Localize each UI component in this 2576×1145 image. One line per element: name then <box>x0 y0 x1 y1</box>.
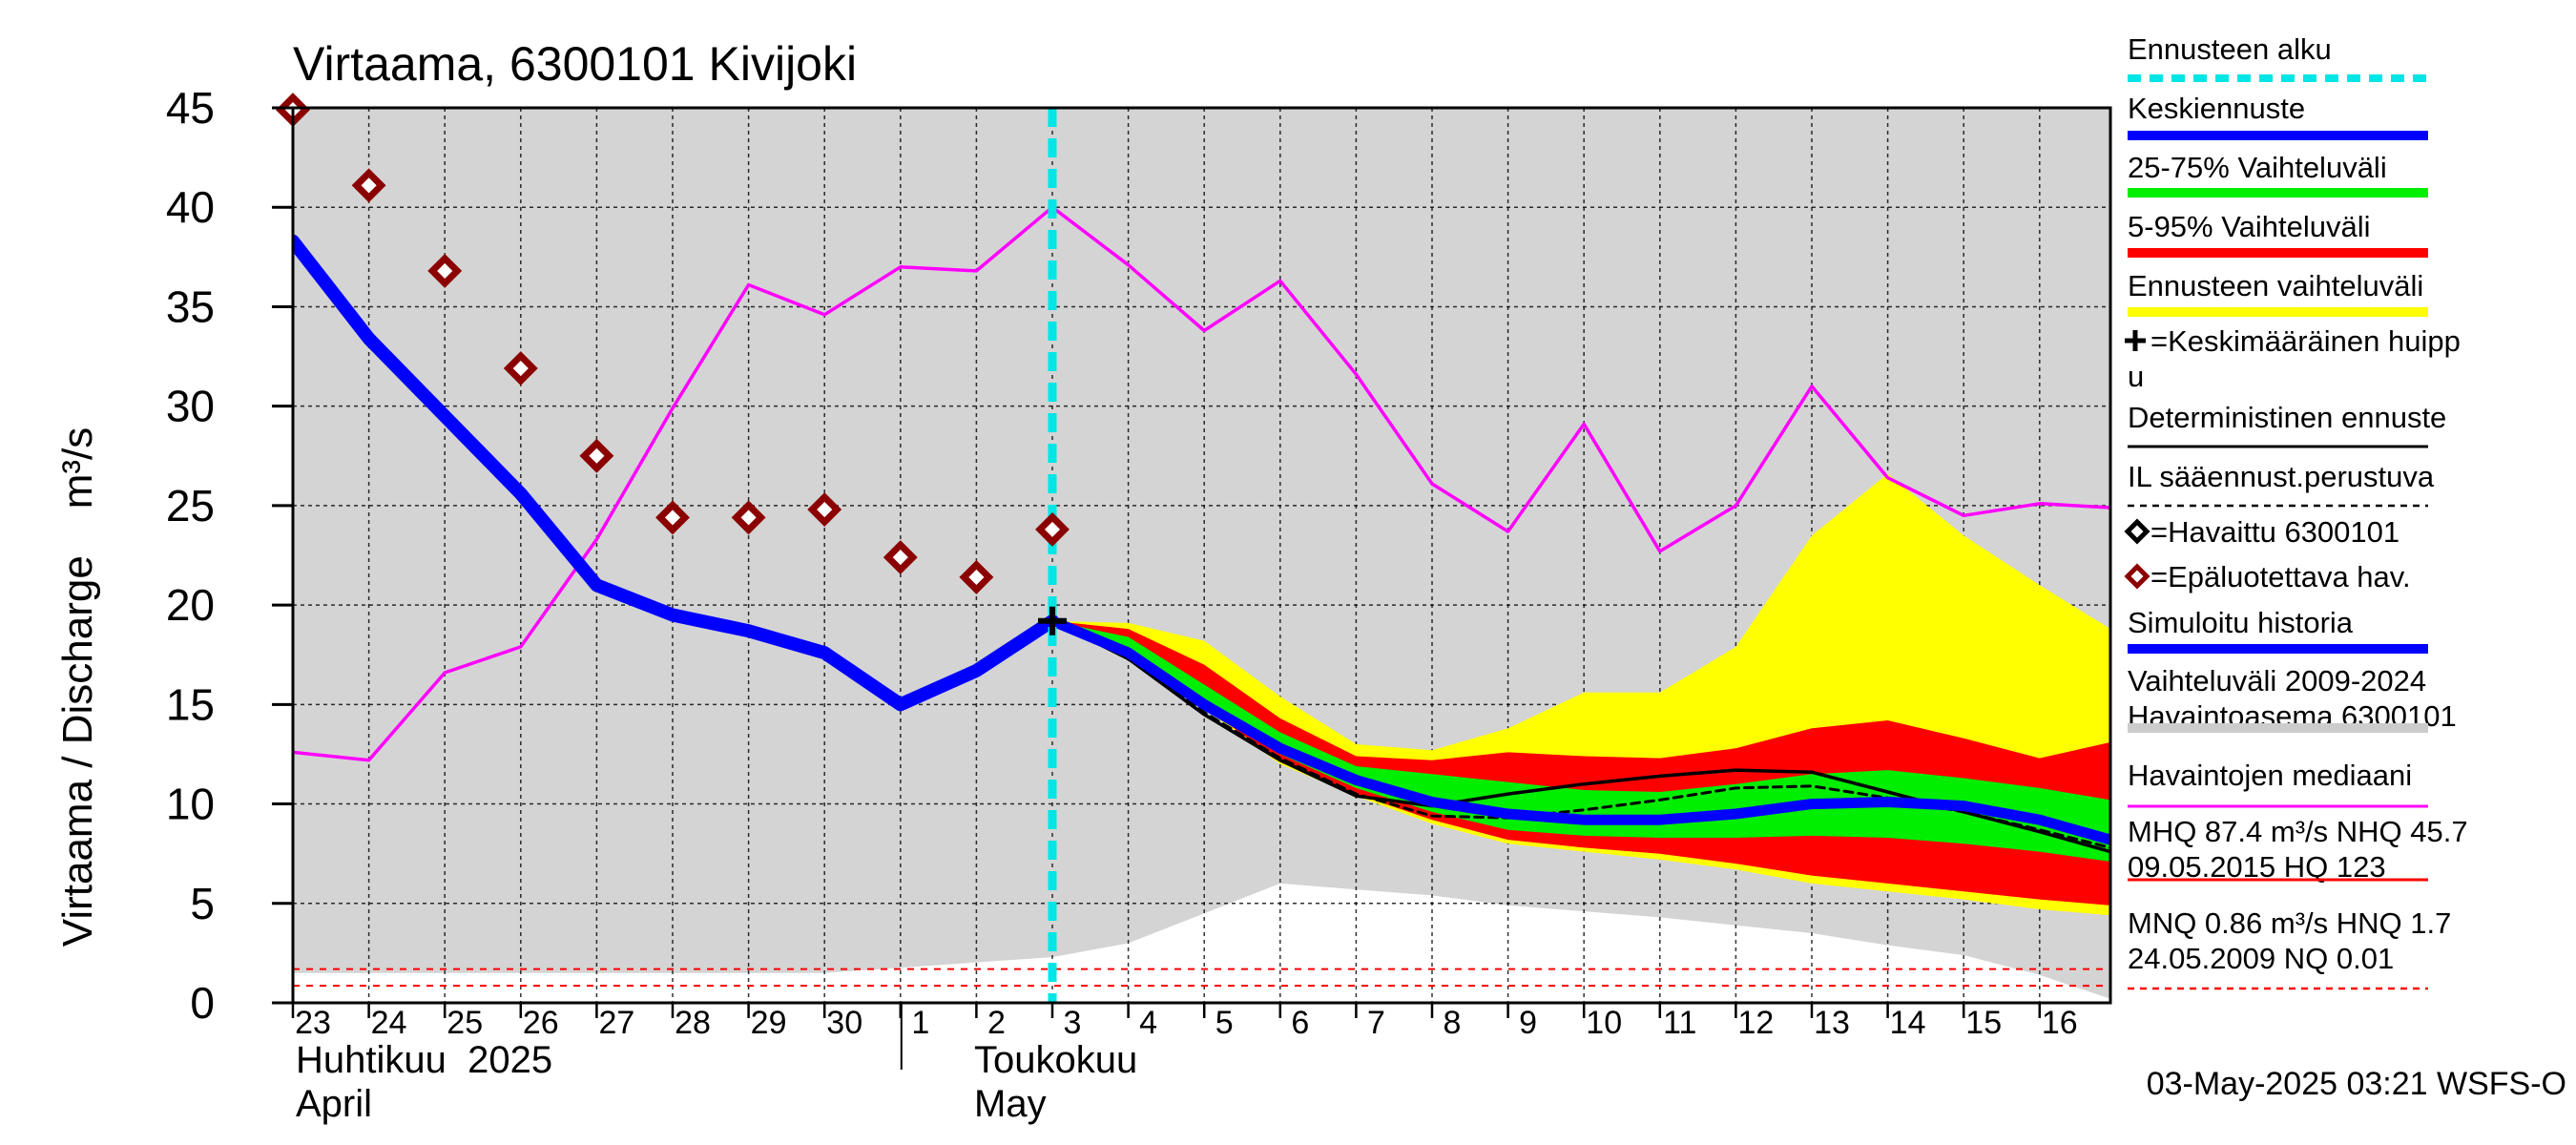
x-tick-label: 10 <box>1586 1005 1622 1041</box>
series-observation-median <box>293 205 2110 762</box>
legend-label: Vaihteluväli 2009-2024 <box>2128 664 2426 697</box>
observed-point <box>807 492 842 528</box>
legend-plus-marker <box>2125 330 2146 351</box>
timestamp-footer: 03-May-2025 03:21 WSFS-O <box>2147 1066 2566 1102</box>
observed-point <box>503 351 538 386</box>
month-label-fi-1: Toukokuu <box>974 1039 1137 1081</box>
y-tick-label: 35 <box>166 281 215 331</box>
x-tick-label: 3 <box>1064 1005 1082 1041</box>
x-tick-label: 2 <box>987 1005 1006 1041</box>
legend-label: MNQ 0.86 m³/s HNQ 1.7 <box>2128 906 2451 940</box>
legend-label: Havaintojen mediaani <box>2128 759 2412 792</box>
x-tick-label: 12 <box>1737 1005 1774 1041</box>
x-tick-label: 28 <box>675 1005 711 1041</box>
x-tick-label: 24 <box>371 1005 407 1041</box>
x-tick-label: 15 <box>1965 1005 2002 1041</box>
legend-label: Deterministinen ennuste <box>2128 401 2446 434</box>
observed-point <box>731 500 766 535</box>
x-tick-label: 25 <box>447 1005 483 1041</box>
month-label-en-1: May <box>974 1083 1047 1125</box>
legend-diamond-marker <box>2124 518 2150 545</box>
y-axis-label: Virtaama / Discharge m³/s <box>54 427 101 947</box>
observed-point <box>1035 511 1070 547</box>
chart-title: Virtaama, 6300101 Kivijoki <box>293 37 857 91</box>
month-label-fi-0: Huhtikuu 2025 <box>296 1039 552 1081</box>
x-tick-label: 26 <box>523 1005 559 1041</box>
legend-label-line2: 09.05.2015 HQ 123 <box>2128 850 2386 884</box>
series-simulated-history <box>293 234 1059 712</box>
series-mean-forecast <box>1047 615 2110 845</box>
x-tick-label: 23 <box>295 1005 331 1041</box>
legend-label: Keskiennuste <box>2128 92 2305 125</box>
legend-label-line2: u <box>2128 360 2144 393</box>
observed-point <box>655 500 690 535</box>
y-tick-label: 15 <box>166 679 215 729</box>
y-tick-label: 25 <box>166 481 215 531</box>
x-tick-label: 7 <box>1367 1005 1385 1041</box>
x-tick-label: 14 <box>1890 1005 1926 1041</box>
y-tick-label: 20 <box>166 580 215 630</box>
legend-label: =Havaittu 6300101 <box>2150 515 2399 549</box>
legend: Ennusteen alku Keskiennuste 25-75% Vaihtel… <box>2124 32 2468 990</box>
x-tick-label: 30 <box>826 1005 862 1041</box>
observed-point <box>351 168 386 203</box>
legend-label: Simuloitu historia <box>2128 606 2354 639</box>
x-tick-label: 27 <box>598 1005 634 1041</box>
observed-point <box>427 253 463 288</box>
peak-marker <box>1038 606 1067 635</box>
x-tick-label: 4 <box>1139 1005 1157 1041</box>
observed-point <box>959 559 994 594</box>
y-tick-label: 30 <box>166 382 215 431</box>
y-tick-label: 0 <box>190 978 215 1028</box>
x-tick-label: 8 <box>1444 1005 1462 1041</box>
y-tick-label: 5 <box>190 879 215 928</box>
legend-label: =Epäluotettava hav. <box>2150 560 2411 593</box>
y-tick-label: 45 <box>166 83 215 133</box>
legend-label: Ennusteen alku <box>2128 32 2332 66</box>
observed-point <box>579 438 614 473</box>
x-tick-label: 11 <box>1663 1005 1696 1041</box>
legend-label: 5-95% Vaihteluväli <box>2128 210 2370 243</box>
legend-label: MHQ 87.4 m³/s NHQ 45.7 <box>2128 815 2468 848</box>
legend-diamond-marker <box>2124 563 2150 590</box>
legend-label: Ennusteen vaihteluväli <box>2128 269 2423 302</box>
month-label-en-0: April <box>296 1083 372 1125</box>
x-tick-label: 16 <box>2042 1005 2078 1041</box>
y-tick-label: 40 <box>166 182 215 232</box>
x-tick-label: 13 <box>1814 1005 1850 1041</box>
legend-label: =Keskimääräinen huipp <box>2150 324 2461 358</box>
x-tick-label: 1 <box>911 1005 929 1041</box>
plot-frame <box>291 106 2112 1005</box>
x-tick-label: 5 <box>1215 1005 1234 1041</box>
x-tick-label: 29 <box>751 1005 787 1041</box>
x-tick-label: 6 <box>1291 1005 1309 1041</box>
legend-label: 25-75% Vaihteluväli <box>2128 151 2387 184</box>
x-tick-label: 9 <box>1519 1005 1537 1041</box>
legend-label: IL sääennust.perustuva <box>2128 460 2435 493</box>
y-tick-label: 10 <box>166 780 215 829</box>
legend-label-line2: 24.05.2009 NQ 0.01 <box>2128 942 2394 975</box>
observed-point <box>883 540 918 575</box>
